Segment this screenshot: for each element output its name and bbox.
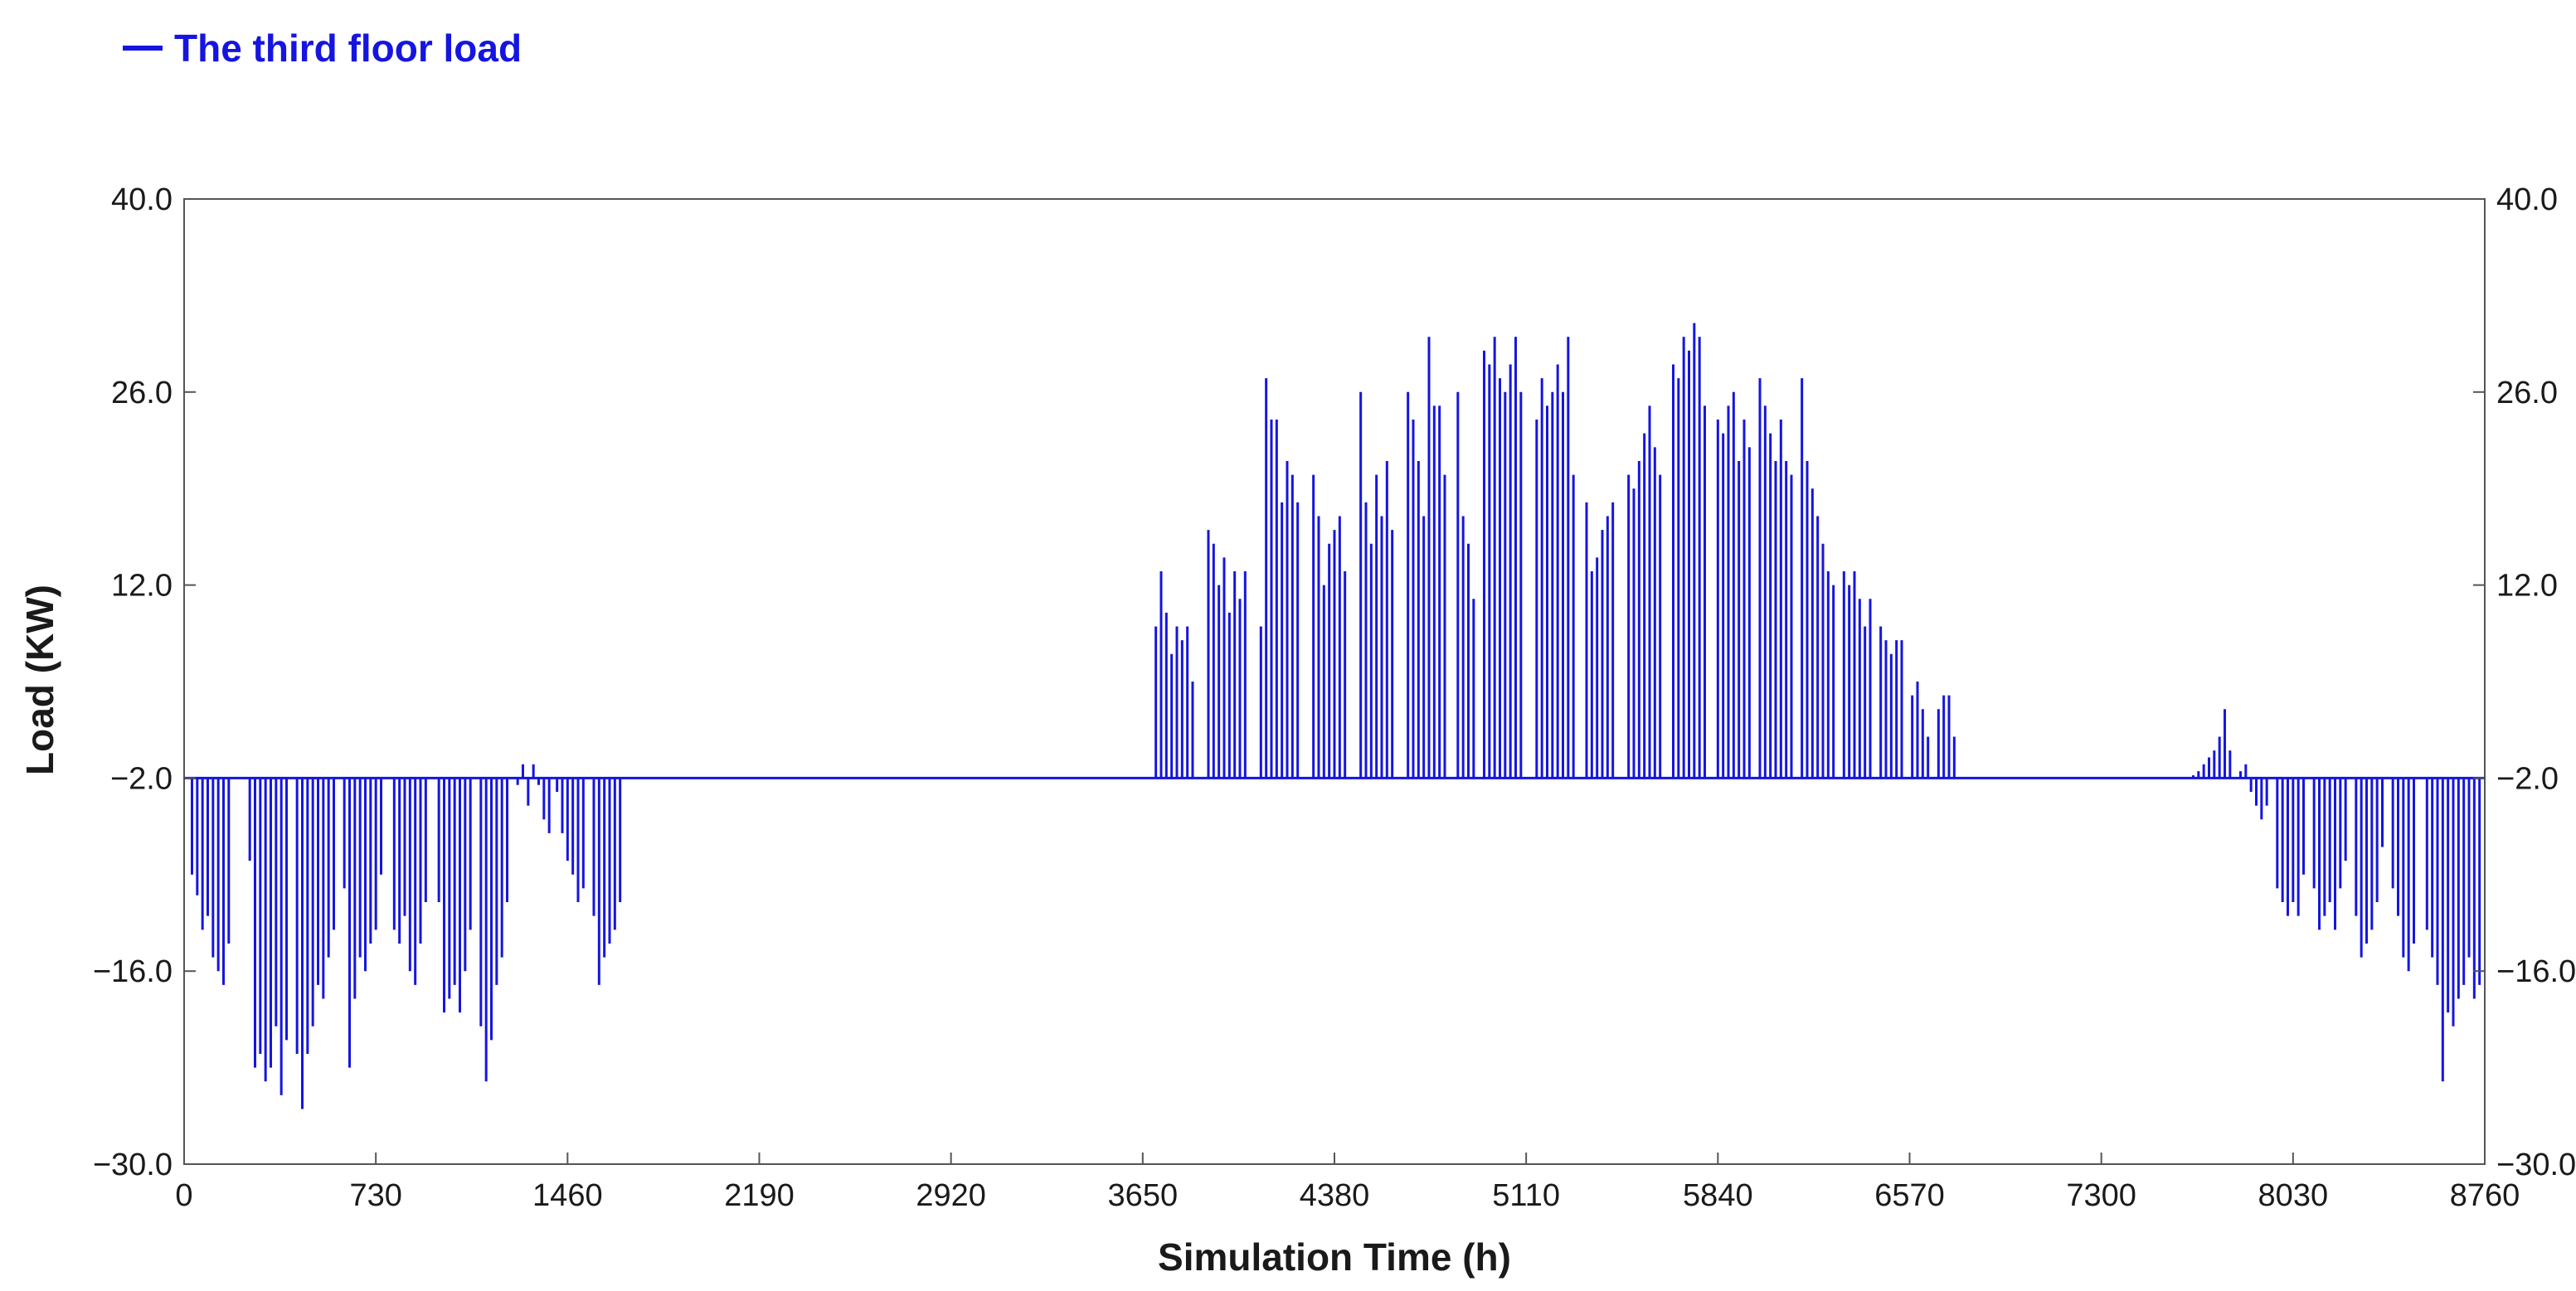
load-bars: [191, 323, 2481, 1109]
y-tick-label-left: −30.0: [93, 1148, 173, 1182]
x-axis-title: Simulation Time (h): [1158, 1235, 1511, 1279]
y-tick-label-right: 12.0: [2496, 569, 2558, 604]
x-tick-label: 2190: [724, 1178, 795, 1213]
y-tick-label-left: −16.0: [93, 954, 173, 989]
x-tick-label: 2920: [916, 1178, 986, 1213]
y-tick-label-right: −30.0: [2496, 1148, 2576, 1182]
y-tick-label-left: 40.0: [111, 182, 173, 217]
x-tick-label: 8030: [2258, 1178, 2329, 1213]
x-tick-label: 730: [349, 1178, 401, 1213]
y-tick-label-left: 26.0: [111, 376, 173, 410]
y-tick-label-right: 40.0: [2496, 182, 2558, 217]
y-tick-label-left: 12.0: [111, 569, 173, 604]
x-tick-label: 5840: [1683, 1178, 1753, 1213]
y-axis-title: Load (KW): [18, 585, 61, 775]
x-tick-label: 0: [175, 1178, 192, 1213]
x-tick-label: 7300: [2066, 1178, 2136, 1213]
x-tick-label: 3650: [1108, 1178, 1179, 1213]
legend-label: The third floor load: [174, 27, 522, 70]
x-tick-label: 8760: [2450, 1178, 2520, 1213]
y-tick-label-left: −2.0: [110, 761, 173, 796]
x-tick-label: 4380: [1300, 1178, 1370, 1213]
x-tick-label: 1460: [532, 1178, 603, 1213]
legend: The third floor load: [123, 27, 522, 70]
y-axis-right: 40.0 26.0 12.0 −2.0 −16.0 −30.0: [2473, 182, 2576, 1182]
y-tick-label-right: −2.0: [2496, 761, 2559, 796]
y-tick-label-right: 26.0: [2496, 376, 2558, 410]
y-tick-label-right: −16.0: [2496, 954, 2576, 989]
x-tick-label: 6570: [1874, 1178, 1945, 1213]
x-axis: 0 730 1460 2190 2920 3650 4380 5110 5840 6570 7300…: [175, 1153, 2520, 1213]
x-tick-label: 5110: [1492, 1178, 1560, 1213]
y-axis-left: 40.0 26.0 12.0 −2.0 −16.0 −30.0: [93, 182, 196, 1182]
